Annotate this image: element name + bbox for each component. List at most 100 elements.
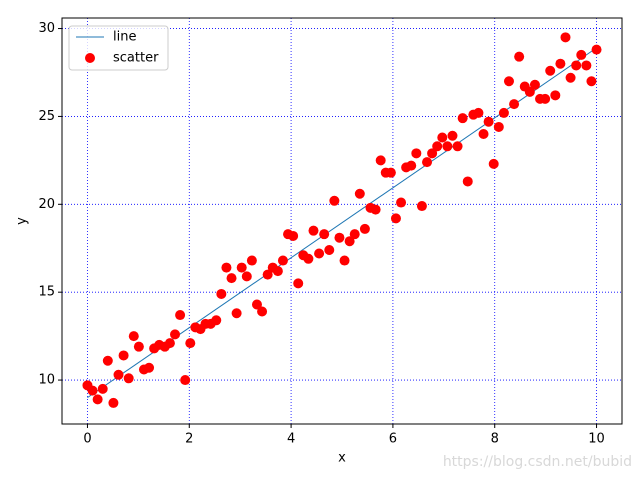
scatter-point — [272, 266, 283, 277]
scatter-point — [277, 255, 288, 266]
scatter-point — [108, 397, 119, 408]
scatter-point — [571, 60, 582, 71]
scatter-point — [170, 329, 181, 340]
scatter-point — [375, 155, 386, 166]
scatter-point — [483, 116, 494, 127]
scatter-point — [241, 271, 252, 282]
scatter-point — [550, 90, 561, 101]
x-tick-label: 0 — [83, 432, 91, 447]
scatter-point — [478, 129, 489, 139]
scatter-point — [226, 273, 237, 284]
scatter-point — [231, 308, 242, 319]
scatter-point — [308, 225, 319, 236]
legend-label: scatter — [113, 51, 159, 66]
watermark: https://blog.csdn.net/bubid — [443, 454, 632, 470]
legend-marker — [85, 53, 95, 63]
scatter-point — [92, 394, 103, 405]
scatter-point — [164, 338, 175, 349]
scatter-point — [113, 369, 124, 380]
scatter-point — [324, 245, 335, 255]
scatter-point — [422, 157, 433, 168]
scatter-point — [319, 229, 330, 240]
scatter-point — [144, 362, 155, 373]
scatter-point — [509, 99, 520, 110]
scatter-point — [185, 338, 196, 349]
scatter-point — [591, 44, 602, 55]
scatter-point — [293, 278, 304, 289]
y-axis-label: y — [15, 217, 30, 225]
x-tick-label: 4 — [287, 432, 295, 447]
scatter-point — [102, 355, 113, 366]
scatter-point — [555, 58, 566, 69]
scatter-point — [334, 232, 345, 243]
scatter-point — [427, 148, 438, 159]
y-tick-label: 30 — [38, 21, 55, 36]
scatter-point — [447, 130, 458, 141]
scatter-point — [586, 76, 597, 87]
scatter-point — [344, 236, 355, 247]
x-tick-label: 10 — [588, 432, 605, 447]
scatter-point — [339, 255, 350, 266]
scatter-point — [416, 201, 427, 212]
scatter-point — [560, 32, 571, 43]
scatter-point — [406, 160, 417, 171]
scatter-point — [329, 195, 340, 206]
scatter-point — [123, 373, 134, 384]
scatter-point — [540, 93, 551, 104]
scatter-point — [359, 223, 370, 234]
scatter-point — [565, 72, 576, 83]
scatter-point — [128, 331, 139, 342]
scatter-point — [545, 65, 556, 76]
scatter-point — [396, 197, 407, 208]
scatter-point — [524, 86, 535, 97]
scatter-point — [411, 148, 422, 159]
scatter-point — [251, 299, 262, 310]
scatter-point — [118, 350, 129, 361]
scatter-point — [175, 310, 186, 321]
scatter-point — [97, 383, 108, 394]
plot-frame — [61, 17, 623, 425]
scatter-point — [493, 121, 504, 132]
scatter-point — [349, 229, 360, 240]
scatter-point — [236, 262, 247, 273]
scatter-point — [385, 167, 396, 178]
y-tick-label: 20 — [38, 197, 55, 212]
scatter-point — [462, 176, 473, 187]
scatter-point — [473, 107, 484, 118]
scatter-point — [529, 79, 540, 90]
scatter-point — [211, 315, 222, 326]
scatter-point — [576, 49, 587, 60]
scatter-point — [246, 255, 257, 266]
y-tick-label: 10 — [38, 373, 55, 388]
x-axis-label: x — [338, 451, 346, 466]
y-tick-label: 25 — [38, 109, 55, 124]
scatter-point — [314, 248, 325, 259]
scatter-point — [133, 341, 144, 352]
scatter-point — [370, 204, 381, 215]
scatter-point — [452, 141, 463, 152]
scatter-point — [432, 141, 443, 152]
scatter-point — [390, 213, 401, 224]
scatter-point — [498, 107, 509, 118]
scatter-point — [221, 262, 232, 273]
scatter-point — [442, 141, 453, 152]
scatter-point — [216, 288, 227, 299]
scatter-point — [87, 385, 98, 396]
scatter-point — [354, 188, 365, 199]
scatter-point — [457, 113, 468, 124]
scatter-point — [437, 132, 448, 143]
scatter-point — [257, 306, 268, 317]
y-tick-label: 15 — [38, 285, 55, 300]
scatter-point — [581, 60, 592, 71]
scatter-point — [488, 158, 499, 169]
x-tick-label: 8 — [491, 432, 499, 447]
scatter-point — [514, 51, 525, 62]
x-tick-label: 6 — [389, 432, 397, 447]
scatter-point — [180, 375, 191, 386]
scatter-point — [262, 269, 273, 280]
scatter-point — [503, 76, 514, 87]
x-tick-label: 2 — [185, 432, 193, 447]
legend-label: line — [113, 30, 136, 45]
scatter-point — [303, 253, 314, 264]
